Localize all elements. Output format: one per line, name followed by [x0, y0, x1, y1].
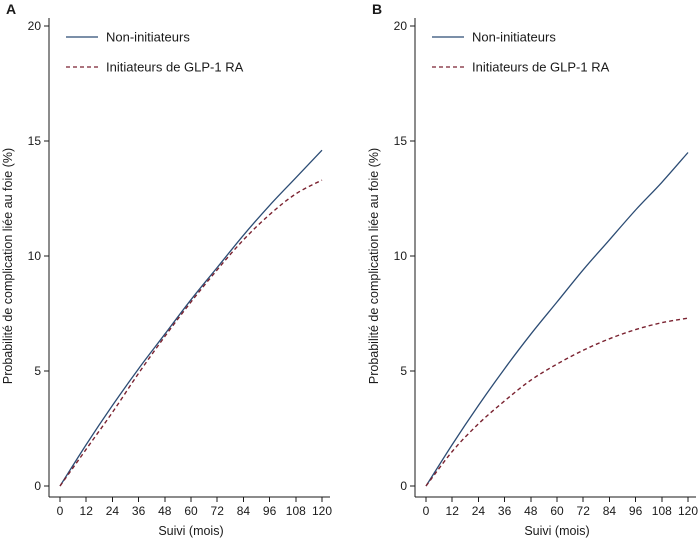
y-axis-title: Probabilité de complication liée au foie… [367, 148, 381, 384]
series-line-initiateurs-glp1 [425, 317, 689, 487]
x-tick-label: 12 [80, 504, 94, 518]
legend-label: Non-initiateurs [472, 30, 556, 45]
panel-letter: A [6, 1, 16, 17]
series-line-non-initiateurs [425, 152, 689, 487]
x-tick-label: 12 [446, 504, 460, 518]
y-tick-label: 10 [394, 249, 408, 263]
x-tick-label: 24 [472, 504, 486, 518]
panel-letter: B [372, 1, 382, 17]
x-axis-title: Suivi (mois) [158, 524, 223, 538]
x-tick-label: 72 [577, 504, 591, 518]
x-tick-label: 84 [603, 504, 617, 518]
x-tick-label: 60 [550, 504, 564, 518]
legend-label: Initiateurs de GLP-1 RA [106, 60, 244, 75]
series-line-initiateurs-glp1 [59, 179, 323, 487]
x-tick-label: 120 [678, 504, 698, 518]
y-tick-label: 20 [28, 19, 42, 33]
y-axis-title: Probabilité de complication liée au foie… [1, 148, 15, 384]
x-tick-label: 72 [211, 504, 225, 518]
y-tick-label: 15 [28, 134, 42, 148]
y-tick-label: 20 [394, 19, 408, 33]
x-tick-label: 96 [629, 504, 643, 518]
panel-b: B 0 5 10 15 20 0 12 24 36 48 60 72 84 96 108 120 Suivi (m… [367, 1, 698, 538]
x-tick-label: 0 [423, 504, 430, 518]
panel-a: A 0 5 10 15 20 0 12 24 36 48 60 72 84 96 108 120 Suivi (m… [1, 1, 332, 538]
legend-label: Non-initiateurs [106, 30, 190, 45]
x-tick-label: 120 [312, 504, 332, 518]
x-tick-label: 36 [132, 504, 146, 518]
x-tick-label: 108 [286, 504, 306, 518]
x-tick-label: 108 [652, 504, 672, 518]
x-tick-label: 0 [57, 504, 64, 518]
x-tick-label: 48 [524, 504, 538, 518]
x-tick-label: 24 [106, 504, 120, 518]
y-tick-label: 0 [400, 479, 407, 493]
y-tick-label: 15 [394, 134, 408, 148]
x-tick-label: 96 [263, 504, 277, 518]
y-tick-label: 5 [34, 364, 41, 378]
x-tick-label: 48 [158, 504, 172, 518]
x-tick-label: 36 [498, 504, 512, 518]
x-tick-label: 84 [237, 504, 251, 518]
y-tick-label: 5 [400, 364, 407, 378]
x-tick-label: 60 [184, 504, 198, 518]
legend-label: Initiateurs de GLP-1 RA [472, 60, 610, 75]
y-tick-label: 0 [34, 479, 41, 493]
y-tick-label: 10 [28, 249, 42, 263]
series-line-non-initiateurs [59, 149, 323, 487]
x-axis-title: Suivi (mois) [524, 524, 589, 538]
